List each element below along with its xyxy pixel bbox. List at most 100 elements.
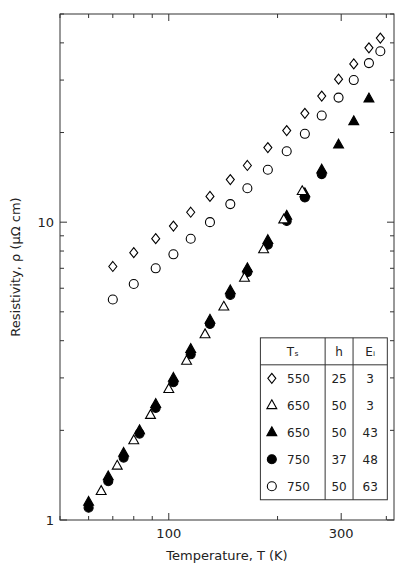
point xyxy=(226,175,234,185)
minor-tick xyxy=(390,14,394,15)
point xyxy=(226,290,235,299)
legend-cell: 25 xyxy=(331,372,346,386)
point xyxy=(282,147,291,156)
point xyxy=(243,184,252,193)
legend-marker xyxy=(267,400,277,409)
y-tick xyxy=(387,222,394,223)
point xyxy=(200,329,210,338)
legend-cell: 650 xyxy=(287,426,310,440)
minor-tick xyxy=(60,14,64,15)
x-tick xyxy=(341,513,342,520)
point xyxy=(300,129,309,138)
minor-tick xyxy=(88,14,89,18)
minor-tick xyxy=(390,311,394,312)
point xyxy=(279,214,289,223)
point xyxy=(119,453,128,462)
point xyxy=(226,200,235,209)
minor-tick xyxy=(277,14,278,18)
minor-tick xyxy=(277,516,278,520)
minor-tick xyxy=(152,14,153,18)
y-tick-label: 10 xyxy=(37,215,54,230)
legend-header: h xyxy=(335,345,343,359)
minor-tick xyxy=(390,340,394,341)
point xyxy=(182,355,192,364)
minor-tick xyxy=(60,251,64,252)
point xyxy=(364,93,374,102)
minor-tick xyxy=(386,516,387,520)
point xyxy=(259,244,269,253)
legend-cell: 750 xyxy=(287,480,310,494)
minor-tick xyxy=(88,516,89,520)
point xyxy=(243,160,251,170)
legend-header: Tₛ xyxy=(286,345,299,359)
point xyxy=(164,384,174,393)
legend-cell: 650 xyxy=(287,399,310,413)
x-tick xyxy=(341,14,342,21)
point xyxy=(152,234,160,244)
point xyxy=(146,410,156,419)
minor-tick xyxy=(390,430,394,431)
legend-divider xyxy=(260,364,387,365)
point xyxy=(206,191,214,201)
point xyxy=(297,186,307,195)
legend-header: Eᵢ xyxy=(365,345,375,359)
point xyxy=(108,295,117,304)
x-tick-label: 300 xyxy=(329,526,354,541)
point xyxy=(365,43,373,53)
legend-cell: 48 xyxy=(363,453,378,467)
legend-cell: 43 xyxy=(363,426,378,440)
minor-tick xyxy=(60,340,64,341)
point xyxy=(129,280,138,289)
minor-tick xyxy=(390,235,394,236)
y-tick-label: 1 xyxy=(46,513,54,528)
y-axis-label: Resistivity, ρ (μΩ cm) xyxy=(8,197,23,336)
point xyxy=(169,250,178,259)
legend-cell: 3 xyxy=(366,372,374,386)
legend-box xyxy=(260,338,387,500)
point xyxy=(205,320,214,329)
point xyxy=(84,503,93,512)
minor-tick xyxy=(390,132,394,133)
point xyxy=(264,143,272,153)
x-axis-label: Temperature, T (K) xyxy=(165,548,287,563)
point xyxy=(219,301,229,310)
point xyxy=(350,59,358,69)
y-tick xyxy=(60,222,67,223)
minor-tick xyxy=(60,268,64,269)
point xyxy=(364,59,373,68)
point xyxy=(318,91,326,101)
minor-tick xyxy=(390,251,394,252)
legend-cell: 50 xyxy=(331,399,346,413)
series xyxy=(108,47,385,304)
legend-cell: 550 xyxy=(287,372,310,386)
minor-tick xyxy=(60,235,64,236)
point xyxy=(349,76,358,85)
minor-tick xyxy=(60,311,64,312)
legend-marker xyxy=(268,373,276,383)
minor-tick xyxy=(386,14,387,18)
point xyxy=(301,108,309,118)
legend-marker xyxy=(267,427,277,436)
minor-tick xyxy=(60,430,64,431)
legend-table: TₛhEᵢ550253650503650504375037487505063 xyxy=(260,338,387,500)
minor-tick xyxy=(60,42,64,43)
x-tick xyxy=(168,513,169,520)
legend-cell: 63 xyxy=(363,480,378,494)
point xyxy=(130,248,138,258)
minor-tick xyxy=(60,132,64,133)
series xyxy=(109,33,385,271)
minor-tick xyxy=(60,377,64,378)
legend-marker xyxy=(267,482,276,491)
point xyxy=(186,234,195,243)
legend-cell: 50 xyxy=(331,426,346,440)
legend-divider xyxy=(325,338,326,500)
legend-cell: 750 xyxy=(287,453,310,467)
point xyxy=(240,272,250,281)
point xyxy=(135,429,144,438)
minor-tick xyxy=(390,42,394,43)
minor-tick xyxy=(60,80,64,81)
point xyxy=(263,165,272,174)
point xyxy=(317,170,326,179)
minor-tick xyxy=(390,80,394,81)
point xyxy=(283,126,291,136)
